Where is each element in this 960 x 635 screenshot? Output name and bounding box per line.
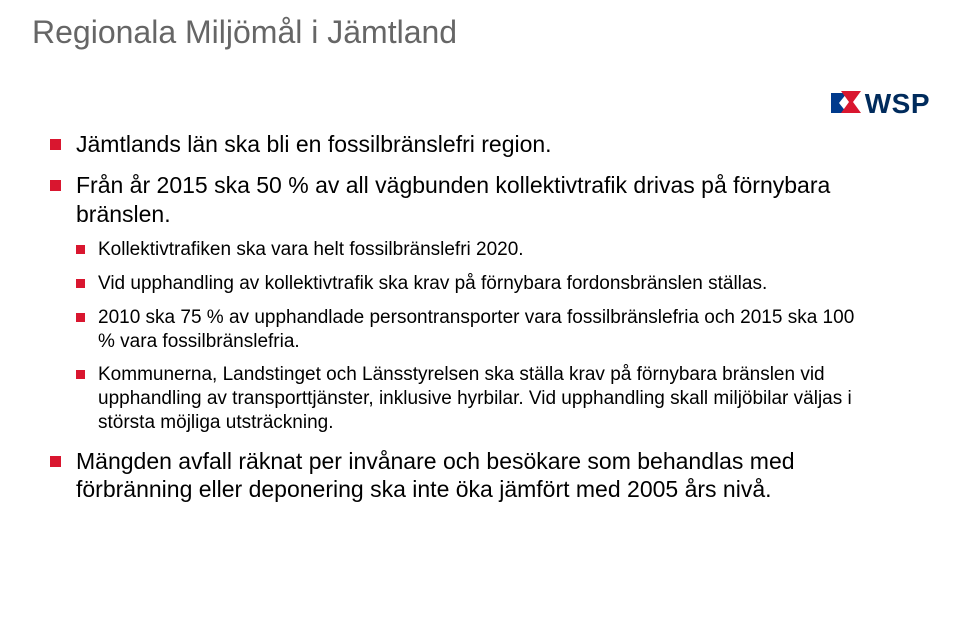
bullet-text: Från år 2015 ska 50 % av all vägbunden k… xyxy=(76,172,830,227)
wsp-logo: WSP xyxy=(831,88,930,120)
sub-bullet-item: Kommunerna, Landstinget och Länsstyrelse… xyxy=(76,363,860,434)
logo-text: WSP xyxy=(865,88,930,120)
sub-bullet-item: 2010 ska 75 % av upphandlade persontrans… xyxy=(76,306,860,354)
bullet-list: Jämtlands län ska bli en fossilbränslefr… xyxy=(50,130,860,504)
sub-bullet-item: Vid upphandling av kollektivtrafik ska k… xyxy=(76,272,860,296)
bullet-item: Jämtlands län ska bli en fossilbränslefr… xyxy=(50,130,860,159)
bullet-text: Mängden avfall räknat per invånare och b… xyxy=(76,448,795,503)
bullet-item: Från år 2015 ska 50 % av all vägbunden k… xyxy=(50,171,860,435)
sub-bullet-item: Kollektivtrafiken ska vara helt fossilbr… xyxy=(76,238,860,262)
slide: Regionala Miljömål i Jämtland WSP Jämtla… xyxy=(0,0,960,635)
bullet-text: Jämtlands län ska bli en fossilbränslefr… xyxy=(76,131,552,157)
sub-bullet-list: Kollektivtrafiken ska vara helt fossilbr… xyxy=(76,238,860,434)
content-area: Jämtlands län ska bli en fossilbränslefr… xyxy=(50,130,860,516)
bullet-item: Mängden avfall räknat per invånare och b… xyxy=(50,447,860,505)
logo-flag-icon xyxy=(831,91,861,117)
page-title: Regionala Miljömål i Jämtland xyxy=(32,14,457,51)
